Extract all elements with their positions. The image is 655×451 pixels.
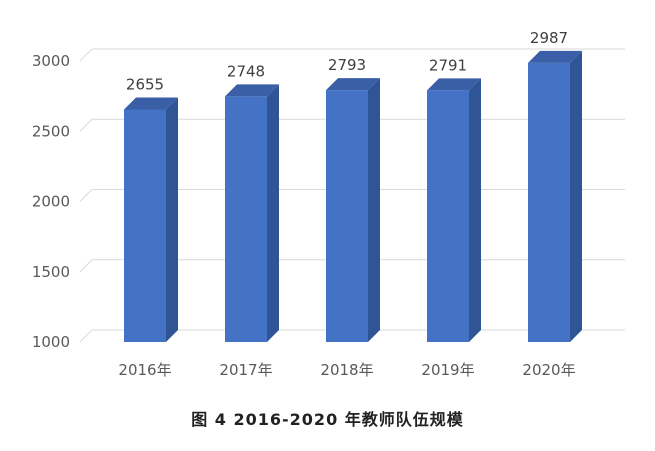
data-label: 2987 (530, 29, 568, 47)
bar-side (570, 50, 582, 342)
gridline-diagonal (79, 189, 93, 202)
x-tick-label: 2016年 (118, 361, 171, 379)
bar (528, 62, 570, 342)
bars: 2655 2748 2793 2791 2987 (124, 29, 582, 343)
bar-side (166, 97, 178, 342)
figure-caption: 图 4 2016-2020 年教师队伍规模 (191, 410, 464, 429)
gridline-diagonal (79, 118, 93, 132)
bar-top (427, 78, 481, 91)
x-axis-tick-labels: 2016年 2017年 2018年 2019年 2020年 (118, 361, 575, 379)
data-label: 2655 (126, 75, 164, 93)
bar-top (225, 84, 279, 97)
bar (124, 109, 166, 342)
y-tick-label: 1000 (32, 333, 70, 351)
bar (427, 90, 469, 342)
x-tick-label: 2019年 (421, 361, 474, 379)
y-tick-label: 2500 (32, 122, 70, 140)
gridline-diagonal (79, 329, 93, 343)
bar-top (124, 97, 178, 110)
gridline-diagonal (79, 259, 93, 273)
y-axis-tick-labels: 1000 1500 2000 2500 3000 (32, 52, 70, 351)
bar (326, 90, 368, 343)
bar-chart: 1000 1500 2000 2500 3000 2655 2748 2793 2791 298… (32, 29, 625, 379)
x-tick-label: 2020年 (522, 361, 575, 379)
bar-side (368, 78, 380, 343)
bar-top (326, 78, 380, 91)
data-label: 2791 (429, 56, 467, 74)
y-tick-label: 2000 (32, 193, 70, 211)
bar-side (267, 84, 279, 342)
bar-side (469, 78, 481, 342)
gridline-diagonal (79, 48, 93, 62)
bar-top (528, 50, 582, 63)
x-tick-label: 2017年 (219, 361, 272, 379)
y-tick-label: 1500 (32, 263, 70, 281)
y-tick-label: 3000 (32, 52, 70, 70)
bar (225, 96, 267, 342)
data-label: 2748 (227, 62, 265, 80)
data-label: 2793 (328, 56, 366, 74)
x-tick-label: 2018年 (320, 361, 373, 379)
